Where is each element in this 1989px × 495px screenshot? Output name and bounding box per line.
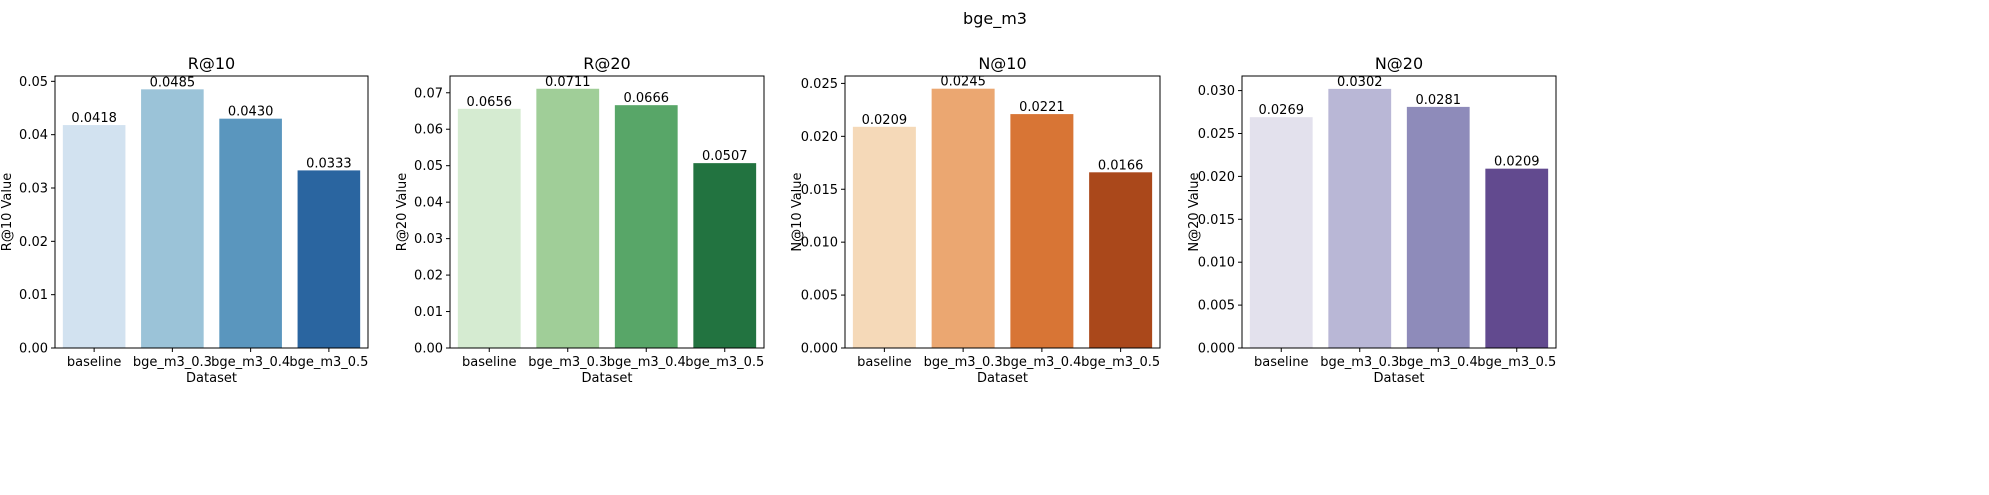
y-tick-label: 0.010 xyxy=(801,236,838,251)
bar-bge_m3_0.4 xyxy=(1010,114,1074,348)
x-axis-label: Dataset xyxy=(186,371,237,386)
bar-bge_m3_0.3 xyxy=(931,88,995,348)
x-axis-label: Dataset xyxy=(977,371,1028,386)
x-tick-label: bge_m3_0.5 xyxy=(1081,355,1160,370)
y-tick-label: 0.02 xyxy=(19,235,48,250)
y-tick-label: 0.005 xyxy=(1198,299,1235,314)
figure-title: bge_m3 xyxy=(963,9,1027,29)
bar-value-label: 0.0209 xyxy=(1494,155,1540,170)
bar-bge_m3_0.3 xyxy=(536,88,600,348)
panel-title: N@20 xyxy=(1375,54,1423,73)
y-tick-label: 0.00 xyxy=(414,342,443,357)
y-axis-label: R@20 Value xyxy=(395,173,410,251)
panel-title: N@10 xyxy=(978,54,1026,73)
y-tick-label: 0.010 xyxy=(1198,256,1235,271)
bar-bge_m3_0.3 xyxy=(141,89,204,348)
bar-value-label: 0.0302 xyxy=(1337,75,1383,90)
bar-bge_m3_0.5 xyxy=(297,170,361,348)
y-tick-label: 0.020 xyxy=(1198,170,1235,185)
x-tick-label: bge_m3_0.4 xyxy=(1002,355,1081,370)
bar-value-label: 0.0485 xyxy=(150,75,196,90)
bar-value-label: 0.0166 xyxy=(1098,158,1144,173)
y-tick-label: 0.01 xyxy=(19,288,48,303)
y-tick-label: 0.020 xyxy=(801,130,838,145)
chart-panel-4: 0.0269 baseline 0.0302 bge_m3_0.3 0.0281 bge_… xyxy=(1187,54,1557,386)
chart-panel-3: 0.0209 baseline 0.0245 bge_m3_0.3 0.0221 bge_… xyxy=(790,54,1161,386)
x-tick-label: bge_m3_0.5 xyxy=(289,355,368,370)
bar-bge_m3_0.4 xyxy=(1406,106,1470,348)
panel-title: R@20 xyxy=(583,54,630,73)
bar-bge_m3_0.5 xyxy=(1089,172,1153,348)
x-tick-label: bge_m3_0.3 xyxy=(133,355,212,370)
y-tick-label: 0.00 xyxy=(19,342,48,357)
bar-baseline xyxy=(457,108,521,348)
bar-value-label: 0.0221 xyxy=(1019,100,1065,115)
axes-frame xyxy=(1241,75,1557,349)
bar-bge_m3_0.3 xyxy=(1328,88,1392,349)
y-tick-label: 0.02 xyxy=(414,269,443,284)
y-tick-label: 0.005 xyxy=(801,289,838,304)
x-axis-label: Dataset xyxy=(1374,371,1425,386)
chart-panels: 0.0418 baseline 0.0485 bge_m3_0.3 0.0430 bge_… xyxy=(0,54,1557,386)
x-axis-label: Dataset xyxy=(582,371,633,386)
axes-frame xyxy=(449,75,765,349)
y-tick-label: 0.05 xyxy=(414,159,443,174)
chart-panel-1: 0.0418 baseline 0.0485 bge_m3_0.3 0.0430 bge_… xyxy=(0,54,369,386)
x-tick-label: baseline xyxy=(857,355,911,370)
x-tick-label: bge_m3_0.4 xyxy=(607,355,686,370)
bar-value-label: 0.0269 xyxy=(1259,103,1305,118)
y-tick-label: 0.015 xyxy=(1198,213,1235,228)
y-tick-label: 0.07 xyxy=(414,86,443,101)
chart-panel-2: 0.0656 baseline 0.0711 bge_m3_0.3 0.0666 bge_… xyxy=(395,54,765,386)
y-axis-label: R@10 Value xyxy=(0,173,15,251)
y-tick-label: 0.015 xyxy=(801,183,838,198)
bar-baseline xyxy=(852,126,916,348)
y-axis-label: N@20 Value xyxy=(1187,172,1202,251)
bar-value-label: 0.0281 xyxy=(1416,93,1462,108)
y-tick-label: 0.04 xyxy=(19,128,48,143)
y-tick-label: 0.000 xyxy=(1198,342,1235,357)
panel-title: R@10 xyxy=(188,54,235,73)
y-axis-label: N@10 Value xyxy=(790,172,805,251)
y-tick-label: 0.000 xyxy=(801,342,838,357)
x-tick-label: bge_m3_0.4 xyxy=(1399,355,1478,370)
x-tick-label: baseline xyxy=(1254,355,1308,370)
x-tick-label: bge_m3_0.3 xyxy=(924,355,1003,370)
bar-value-label: 0.0430 xyxy=(228,105,274,120)
bar-bge_m3_0.4 xyxy=(219,118,282,348)
bar-value-label: 0.0418 xyxy=(71,111,117,126)
bar-bge_m3_0.5 xyxy=(693,163,757,348)
x-tick-label: bge_m3_0.3 xyxy=(528,355,607,370)
x-tick-label: baseline xyxy=(462,355,516,370)
x-tick-label: bge_m3_0.5 xyxy=(685,355,764,370)
bar-bge_m3_0.5 xyxy=(1485,168,1549,348)
axes-frame xyxy=(844,75,1161,349)
y-tick-label: 0.05 xyxy=(19,75,48,90)
y-tick-label: 0.04 xyxy=(414,196,443,211)
bar-baseline xyxy=(62,125,126,348)
x-tick-label: bge_m3_0.5 xyxy=(1477,355,1556,370)
bar-value-label: 0.0656 xyxy=(467,95,513,110)
y-tick-label: 0.06 xyxy=(414,123,443,138)
bar-value-label: 0.0245 xyxy=(940,75,986,90)
axes-frame xyxy=(54,75,369,349)
y-tick-label: 0.03 xyxy=(19,182,48,197)
y-tick-label: 0.030 xyxy=(1198,84,1235,99)
bar-value-label: 0.0333 xyxy=(306,156,352,171)
bar-value-label: 0.0507 xyxy=(702,149,748,164)
bar-value-label: 0.0209 xyxy=(862,113,908,128)
x-tick-label: baseline xyxy=(67,355,121,370)
bar-value-label: 0.0711 xyxy=(545,75,591,90)
bar-bge_m3_0.4 xyxy=(614,105,678,348)
y-tick-label: 0.025 xyxy=(1198,127,1235,142)
y-tick-label: 0.025 xyxy=(801,77,838,92)
y-tick-label: 0.01 xyxy=(414,305,443,320)
y-tick-label: 0.03 xyxy=(414,232,443,247)
bar-value-label: 0.0666 xyxy=(624,91,670,106)
x-tick-label: bge_m3_0.3 xyxy=(1320,355,1399,370)
bar-baseline xyxy=(1249,117,1313,348)
x-tick-label: bge_m3_0.4 xyxy=(211,355,290,370)
